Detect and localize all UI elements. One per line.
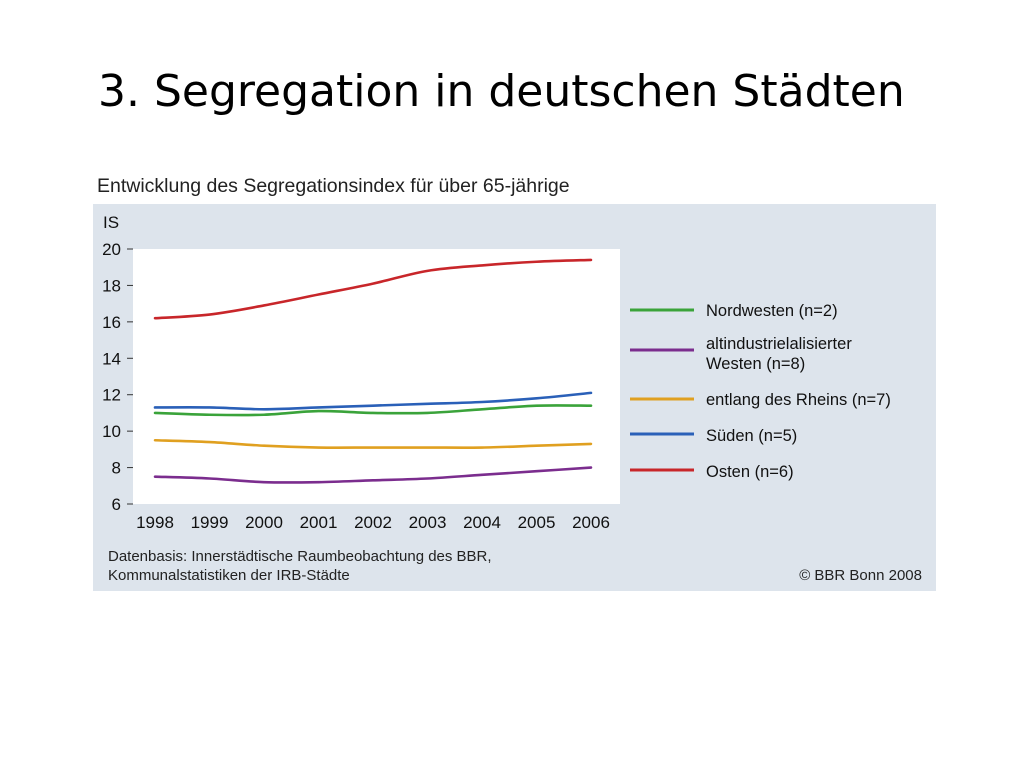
legend-label: Osten (n=6) <box>706 463 794 481</box>
y-axis-label: IS <box>103 213 119 232</box>
series-line <box>153 466 593 484</box>
legend-label: Süden (n=5) <box>706 427 797 445</box>
copyright: © BBR Bonn 2008 <box>799 567 922 584</box>
series-lines <box>153 258 593 484</box>
chart-title: Entwicklung des Segregationsindex für üb… <box>97 175 570 197</box>
y-tick-label: 16 <box>102 313 121 332</box>
legend-label: Nordwesten (n=2) <box>706 302 838 320</box>
series-line <box>153 438 593 449</box>
x-ticks: 1998 1999 2000 2001 2002 2003 2004 2005 2006 <box>136 513 610 532</box>
x-tick-label: 1999 <box>191 513 229 532</box>
x-tick-label: 2002 <box>354 513 392 532</box>
y-tick-label: 6 <box>112 495 121 514</box>
source-line-2: Kommunalstatistiken der IRB-Städte <box>108 567 350 584</box>
y-tick-label: 20 <box>102 240 121 259</box>
y-tick-label: 14 <box>102 349 121 368</box>
y-tick-label: 8 <box>112 459 121 478</box>
x-tick-label: 2001 <box>300 513 338 532</box>
series-line <box>153 404 593 417</box>
x-tick-label: 1998 <box>136 513 174 532</box>
x-tick-label: 2003 <box>409 513 447 532</box>
legend: Nordwesten (n=2) altindustrielalisierter W… <box>630 302 891 481</box>
series-line <box>153 391 593 411</box>
slide-title: 3. Segregation in deutschen Städten <box>98 66 905 117</box>
legend-label: entlang des Rheins (n=7) <box>706 391 891 409</box>
y-tick-label: 18 <box>102 276 121 295</box>
x-tick-label: 2004 <box>463 513 501 532</box>
x-tick-label: 2005 <box>518 513 556 532</box>
source-line-1: Datenbasis: Innerstädtische Raumbeobacht… <box>108 548 492 565</box>
x-tick-label: 2000 <box>245 513 283 532</box>
series-line <box>153 258 593 320</box>
y-tick-label: 12 <box>102 386 121 405</box>
y-ticks: 6 8 10 12 14 16 18 20 <box>102 240 133 514</box>
y-tick-label: 10 <box>102 422 121 441</box>
plot-area <box>133 249 620 504</box>
x-tick-label: 2006 <box>572 513 610 532</box>
legend-label: altindustrielalisierter Westen (n=8) <box>706 335 852 373</box>
